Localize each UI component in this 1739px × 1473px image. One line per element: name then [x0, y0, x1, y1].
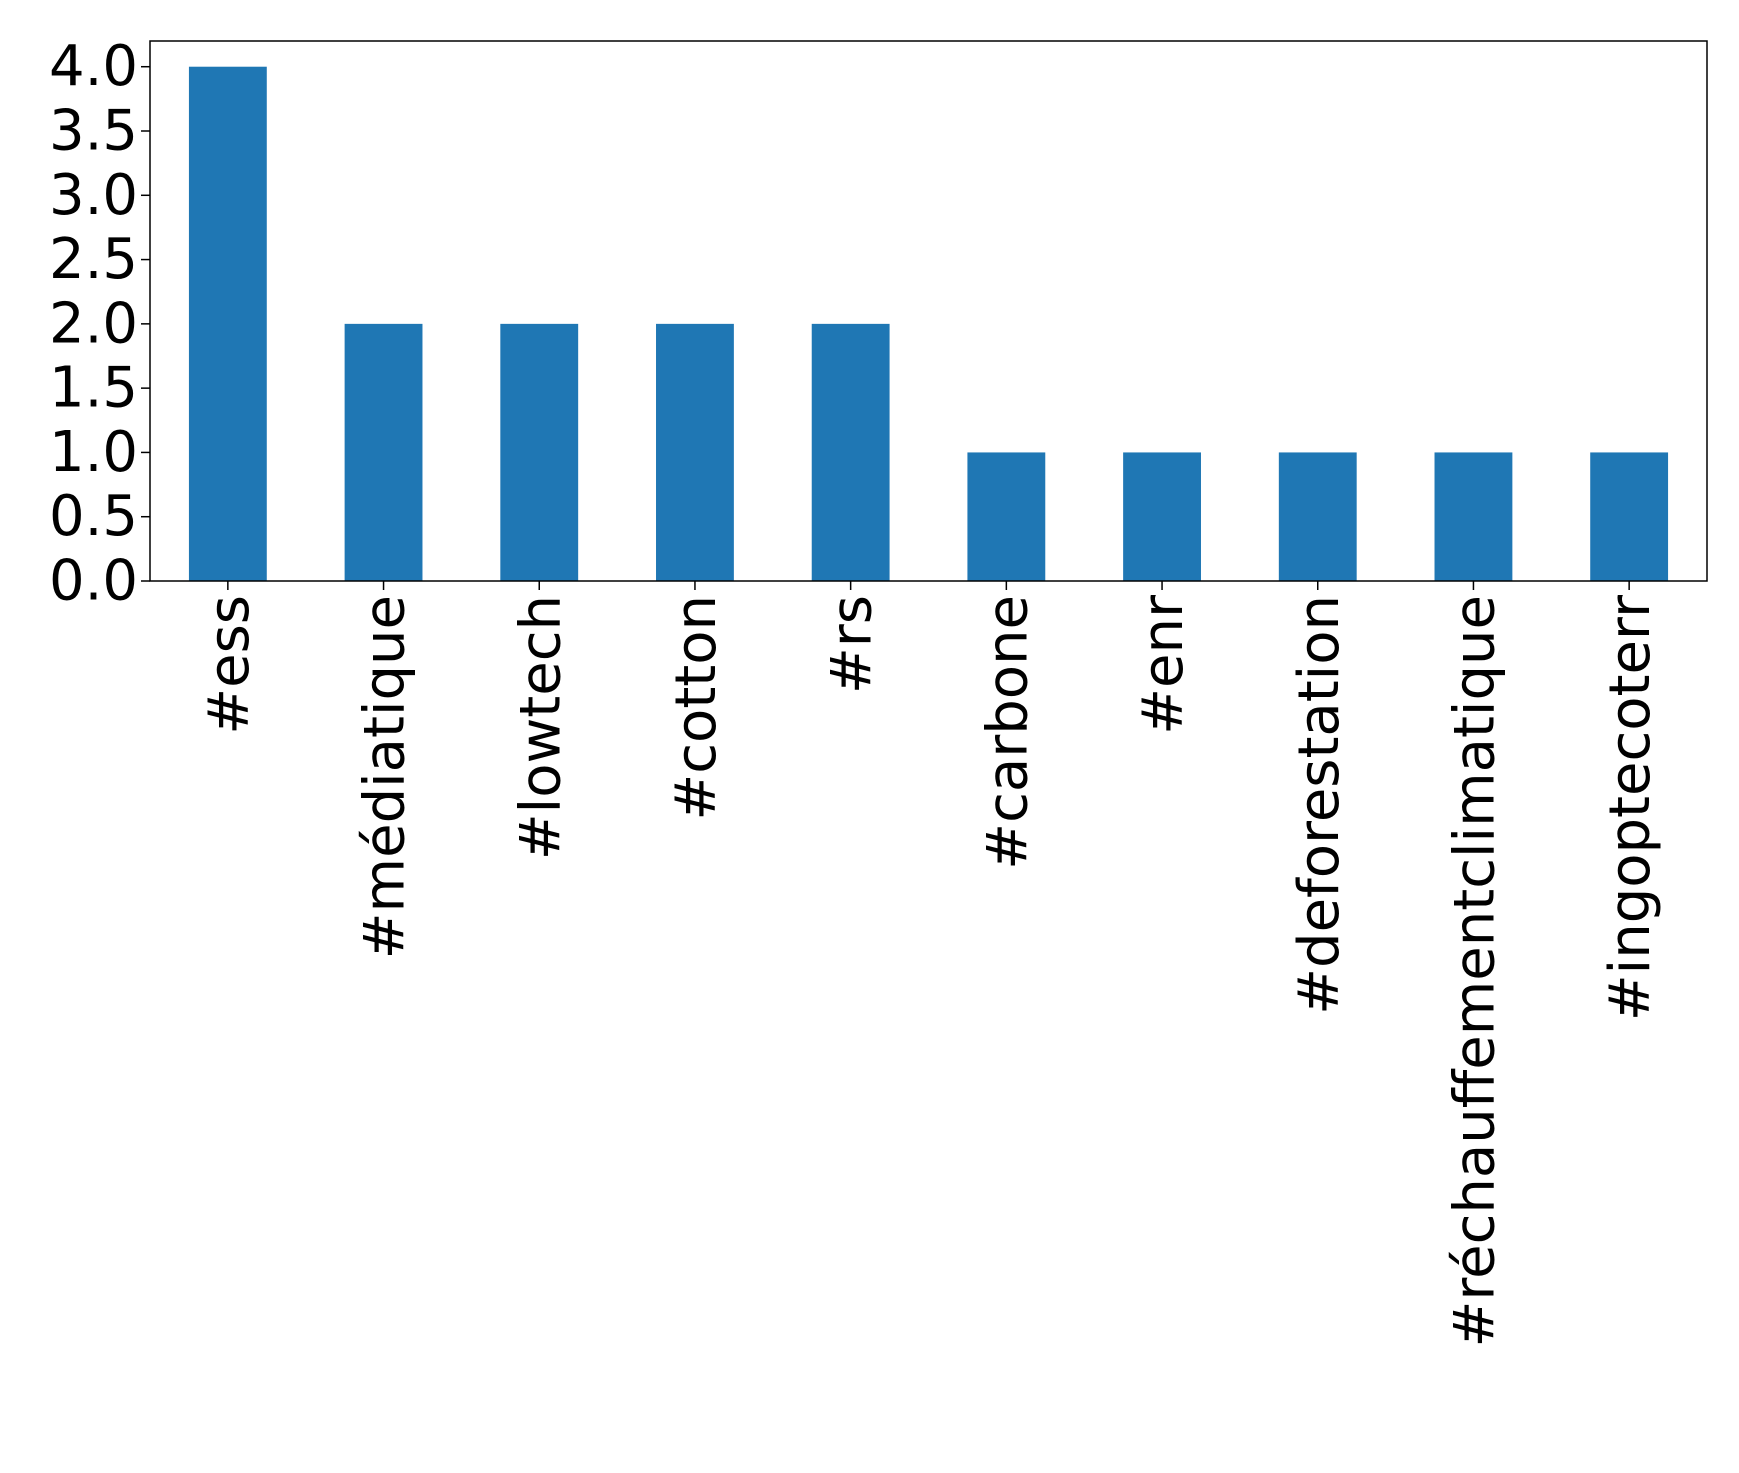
bar-1 — [344, 323, 423, 581]
y-tick-label: 2.0 — [49, 291, 138, 356]
bars-layer — [188, 66, 1669, 581]
axes-frame — [149, 40, 1708, 582]
bar-9 — [1590, 452, 1669, 581]
bar-0 — [188, 66, 267, 581]
x-category-label: #médiatique — [353, 595, 418, 959]
bar-5 — [967, 452, 1046, 581]
x-axis-ticks: #ess #médiatique #lowtech #cotton #rs #carbon… — [197, 581, 1663, 1348]
bar-6 — [1123, 452, 1201, 581]
x-category-label: #ess — [197, 595, 262, 735]
x-category-label: #ingoptecoterr — [1598, 594, 1663, 1021]
bar-2 — [500, 323, 579, 581]
x-category-label: #réchauffementclimatique — [1442, 595, 1507, 1348]
x-category-label: #carbone — [975, 595, 1040, 870]
x-category-label: #lowtech — [508, 595, 573, 860]
x-category-label: #rs — [820, 595, 885, 694]
x-category-label: #deforestation — [1287, 595, 1352, 1015]
bar-4 — [811, 323, 890, 581]
x-category-label: #cotton — [664, 595, 729, 821]
y-tick-label: 3.5 — [49, 99, 138, 164]
bar-8 — [1434, 452, 1513, 581]
y-axis-ticks: 0.00.51.01.52.02.53.03.54.0 — [49, 34, 150, 614]
y-tick-label: 3.0 — [49, 163, 138, 228]
x-category-label: #enr — [1131, 594, 1196, 735]
bar-3 — [656, 323, 734, 581]
y-tick-label: 2.5 — [49, 227, 138, 292]
y-tick-label: 1.5 — [49, 356, 138, 421]
y-tick-label: 1.0 — [49, 420, 138, 485]
y-tick-label: 4.0 — [49, 34, 138, 99]
y-tick-label: 0.5 — [49, 484, 138, 549]
y-tick-label: 0.0 — [49, 549, 138, 614]
bar-7 — [1278, 452, 1357, 581]
